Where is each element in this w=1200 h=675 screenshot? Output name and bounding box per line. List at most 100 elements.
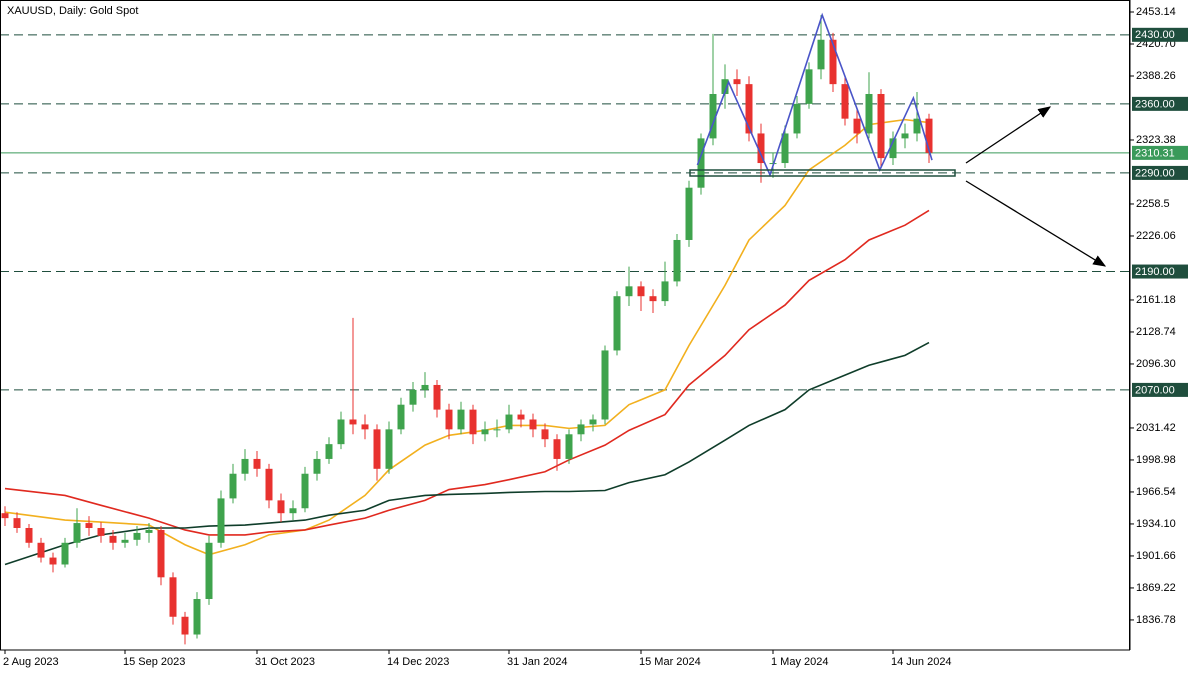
candle-body [421,384,429,390]
candle-body [361,424,369,430]
x-tick-label: 2 Aug 2023 [3,656,59,668]
candle-body [781,133,789,164]
x-tick-label: 15 Mar 2024 [639,656,701,668]
candle-body [805,69,813,104]
candle-body [73,523,81,543]
x-tick-label: 14 Jun 2024 [891,656,952,668]
candle-body [541,429,549,440]
candle-body [181,616,189,635]
candle-body [289,508,297,514]
candle-body [385,429,393,469]
candle-body [133,532,141,540]
candle-body [325,444,333,459]
candle-body [397,404,405,430]
pattern [696,12,933,178]
level-label-box [1132,264,1188,279]
candle-body [877,93,885,159]
y-tick-label: 2388.26 [1136,70,1176,82]
candle-body [865,93,873,134]
candle-body [613,296,621,351]
axes: 2453.142420.702388.262323.382258.52226.0… [3,6,1188,668]
candle-body [61,542,69,565]
candle-body [277,500,285,514]
x-tick-label: 31 Jan 2024 [507,656,568,668]
candle-body [841,84,849,119]
candle-body [109,535,117,543]
level-label-box [1132,96,1188,111]
candle-body [409,389,417,405]
x-tick-label: 14 Dec 2023 [387,656,449,668]
candle-body [589,419,597,425]
level-label: 2070.00 [1135,384,1175,396]
candle-body [217,498,225,543]
level-label: 2290.00 [1135,167,1175,179]
candle-body [913,118,921,134]
y-tick-label: 1901.66 [1136,550,1176,562]
candle-body [349,419,357,425]
level-label: 2430.00 [1135,29,1175,41]
level-label-box [1132,382,1188,397]
x-tick-label: 31 Oct 2023 [255,656,315,668]
candle-body [337,419,345,445]
candle-body [685,187,693,240]
chart-title: XAUUSD, Daily: Gold Spot [7,5,138,17]
x-tick-label: 1 May 2024 [771,656,828,668]
candle-body [733,79,741,85]
levels [0,34,1130,391]
candle-body [901,133,909,139]
moving-averages [4,118,930,566]
y-tick-label: 2031.42 [1136,422,1176,434]
arrow-down [965,180,1107,267]
support-zone [689,169,956,177]
y-tick-label: 2323.38 [1136,134,1176,146]
candle-body [313,458,321,474]
y-tick-label: 1836.78 [1136,614,1176,626]
level-label: 2360.00 [1135,98,1175,110]
candle-body [433,384,441,410]
candle-body [253,458,261,469]
candle-body [457,409,465,430]
moving-average [4,341,930,566]
candle-body [601,350,609,420]
candle-body [121,539,129,543]
level-label: 2190.00 [1135,266,1175,278]
candle-body [673,239,681,282]
candle-body [577,424,585,435]
plot-frame [0,0,1130,651]
candle-body [625,286,633,297]
current-price-box [1132,145,1188,160]
candle-body [721,79,729,94]
candle-body [817,39,825,70]
candle-body [169,577,177,617]
candles [1,15,933,645]
candle-body [793,103,801,134]
candle-body [853,118,861,134]
candle-body [13,518,21,528]
candle-body [265,468,273,501]
candle-body [97,527,105,536]
arrow-up [965,106,1052,164]
y-tick-label: 1998.98 [1136,454,1176,466]
candle-body [1,513,9,519]
x-tick-label: 15 Sep 2023 [123,656,185,668]
candle-body [481,429,489,435]
candle-body [637,286,645,297]
candle-body [709,93,717,139]
y-tick-label: 2161.18 [1136,294,1176,306]
candle-body [505,414,513,430]
y-tick-label: 1869.22 [1136,582,1176,594]
y-tick-label: 2096.30 [1136,358,1176,370]
candle-body [565,434,573,459]
moving-average [4,118,930,556]
candle-body [469,409,477,435]
candle-body [493,429,501,431]
y-tick-label: 1934.10 [1136,518,1176,530]
candle-body [205,542,213,600]
candle-body [649,296,657,302]
candle-body [241,458,249,474]
candle-body [25,527,33,543]
candle-body [661,281,669,302]
candle-body [757,133,765,164]
y-tick-label: 2128.74 [1136,326,1176,338]
moving-average [4,209,930,536]
